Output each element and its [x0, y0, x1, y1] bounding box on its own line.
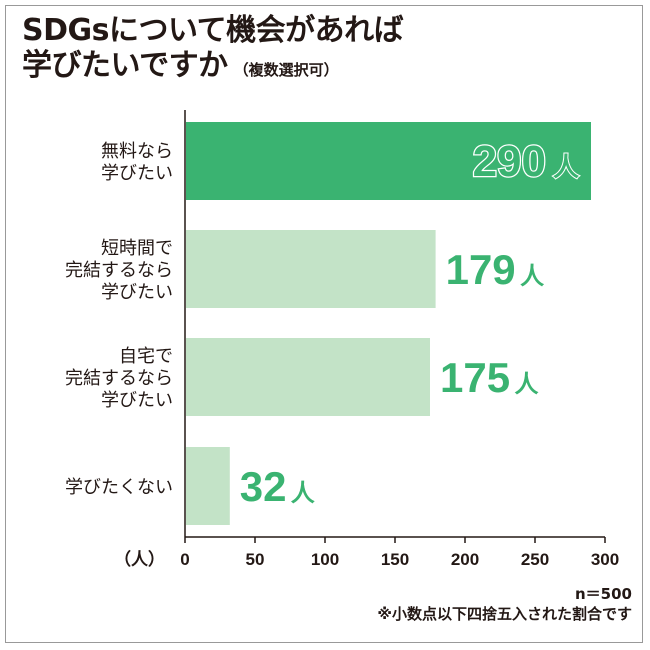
category-label-0-1: 学びたい: [101, 163, 173, 184]
x-tick-label-50: 50: [246, 550, 265, 569]
x-axis-label: （人）: [114, 549, 165, 570]
chart-notes: n＝500 ※小数点以下四捨五入された割合です: [377, 585, 632, 624]
x-tick-label-300: 300: [591, 550, 619, 569]
value-unit-3: 人: [291, 479, 315, 507]
title-suffix: （複数選択可）: [233, 60, 339, 79]
value-unit-2: 人: [515, 370, 539, 398]
category-label-3-0: 学びたくない: [65, 477, 173, 498]
value-unit-1: 人: [520, 262, 544, 290]
rounding-note: ※小数点以下四捨五入された割合です: [377, 604, 632, 623]
value-unit-0: 人: [553, 153, 579, 183]
category-label-1-1: 完結するなら: [65, 260, 173, 281]
x-tick-label-150: 150: [381, 550, 409, 569]
x-tick-label-250: 250: [521, 550, 549, 569]
category-label-2-2: 学びたい: [101, 390, 173, 411]
value-label-0: 290: [473, 137, 546, 186]
title-line-1: SDGsについて機会があれば: [22, 13, 404, 48]
x-tick-label-0: 0: [180, 550, 189, 569]
value-label-3: 32: [240, 463, 287, 510]
value-label-1: 179: [446, 246, 516, 293]
sample-size-note: n＝500: [575, 585, 632, 603]
bar-3: [186, 447, 230, 525]
value-label-2: 175: [440, 354, 510, 401]
bar-1: [186, 230, 436, 308]
title-line-2: 学びたいですか: [22, 47, 228, 83]
x-tick-label-200: 200: [451, 550, 479, 569]
chart-title: SDGsについて機会があれば 学びたいですか （複数選択可）: [22, 13, 404, 83]
bar-2: [186, 338, 430, 416]
category-label-0-0: 無料なら: [101, 141, 173, 162]
category-label-1-0: 短時間で: [101, 238, 173, 259]
bar-0: [186, 122, 591, 200]
category-label-2-0: 自宅で: [119, 346, 173, 367]
category-label-1-2: 学びたい: [101, 282, 173, 303]
x-tick-label-100: 100: [311, 550, 339, 569]
category-label-2-1: 完結するなら: [65, 368, 173, 389]
